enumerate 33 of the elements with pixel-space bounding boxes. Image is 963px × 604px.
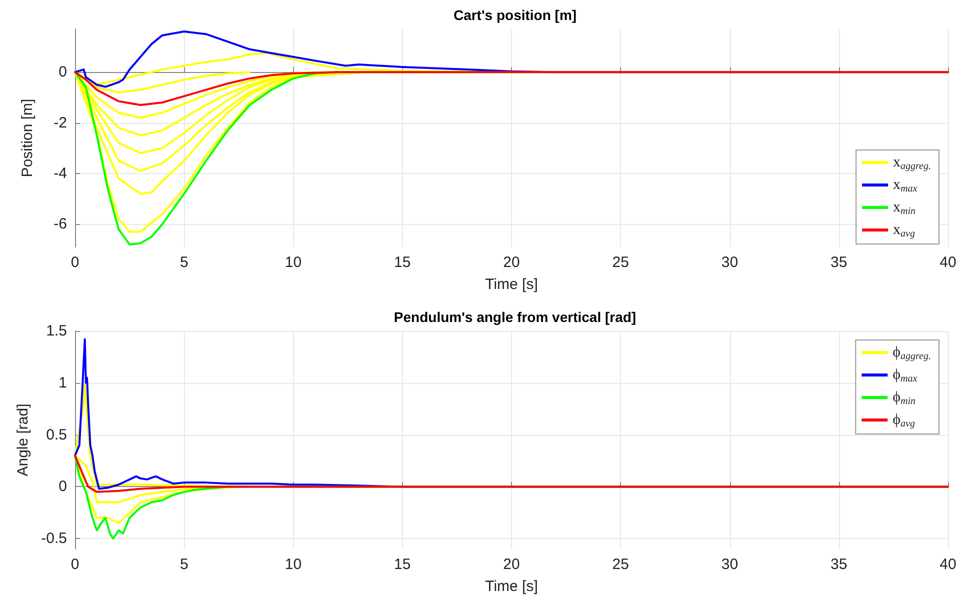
x-tick-label: 0 — [70, 254, 80, 271]
x-tick-label: 40 — [940, 254, 956, 271]
y-tick-label: -4 — [54, 164, 67, 182]
y-tick-label: 0 — [58, 478, 67, 496]
y-tick-label: 0 — [58, 64, 67, 81]
y-axis-title: Angle [rad] — [14, 404, 32, 476]
y-tick-label: -6 — [54, 216, 67, 233]
x-axis-title: Time [s] — [485, 578, 538, 595]
chart-title: Cart's position [m] — [453, 7, 577, 23]
y-tick-label: 1.5 — [46, 322, 67, 340]
y-tick-label: 1 — [58, 374, 67, 392]
x-tick-label: 35 — [830, 254, 848, 271]
x-tick-label: 35 — [830, 556, 848, 573]
x-tick-label: 20 — [503, 556, 520, 573]
y-axis-title: Position [m] — [19, 98, 36, 178]
x-tick-label: 15 — [394, 556, 411, 573]
x-tick-label: 5 — [180, 556, 188, 573]
x-tick-label: 10 — [284, 254, 302, 271]
y-tick-label: 0.5 — [46, 426, 67, 444]
chart-title: Pendulum's angle from vertical [rad] — [394, 309, 636, 325]
x-tick-label: 30 — [721, 556, 738, 573]
y-tick-label: -2 — [54, 114, 67, 132]
x-tick-label: 30 — [721, 254, 738, 271]
x-tick-label: 5 — [180, 254, 188, 271]
y-tick-label: -0.5 — [41, 530, 67, 548]
x-axis-title: Time [s] — [485, 276, 538, 293]
x-tick-label: 10 — [284, 556, 302, 573]
x-tick-label: 0 — [70, 556, 80, 573]
x-tick-label: 20 — [503, 254, 520, 271]
x-tick-label: 25 — [612, 556, 629, 573]
x-tick-label: 40 — [940, 556, 956, 573]
x-tick-label: 15 — [394, 254, 411, 271]
x-tick-label: 25 — [612, 254, 629, 271]
